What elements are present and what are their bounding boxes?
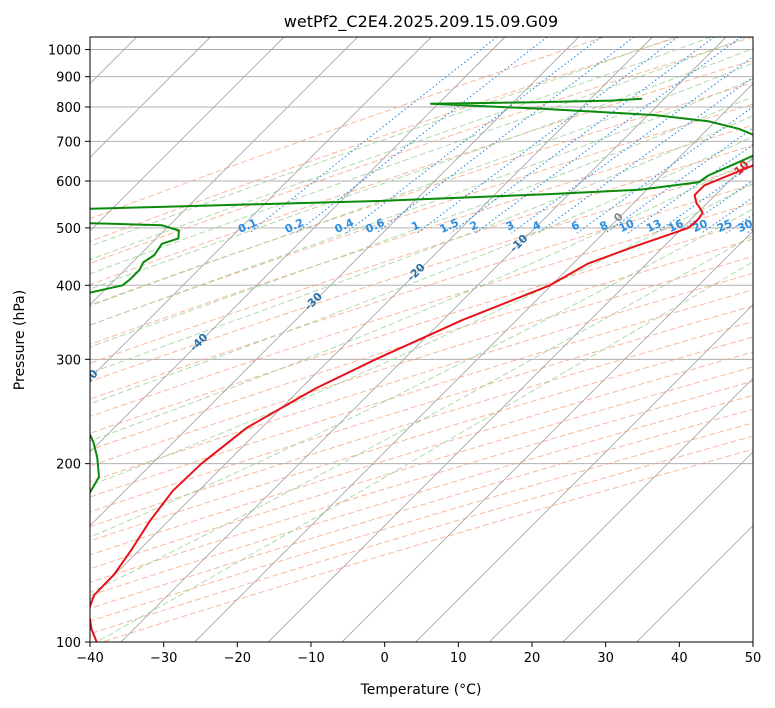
x-tick-label: −30 xyxy=(150,651,177,666)
dry-adiabat xyxy=(90,37,753,264)
y-tick-label: 900 xyxy=(56,71,81,86)
mixing-ratio-lines xyxy=(248,37,753,234)
dry-adiabat xyxy=(90,238,753,451)
mixing-ratio-label: 30 xyxy=(735,217,755,235)
dry-adiabat xyxy=(90,183,753,400)
y-tick-label: 700 xyxy=(56,135,81,150)
isotherm-line xyxy=(562,451,753,642)
x-tick-label: 40 xyxy=(671,651,688,666)
isotherm-line xyxy=(120,37,727,642)
y-tick-label: 500 xyxy=(56,222,81,237)
dry-adiabat xyxy=(90,37,604,220)
mixing-ratio-line xyxy=(376,37,635,234)
isotherm-line xyxy=(90,37,358,306)
dry-adiabat xyxy=(90,164,753,382)
x-tick-label: 30 xyxy=(597,651,614,666)
moist-adiabat xyxy=(90,78,753,326)
dry-adiabat xyxy=(90,321,753,528)
y-tick-label: 100 xyxy=(56,636,81,651)
mixing-ratio-line xyxy=(537,76,753,234)
y-tick-label: 1000 xyxy=(48,44,81,59)
moist-adiabat xyxy=(90,136,753,405)
chart-title: wetPf2_C2E4.2025.209.15.09.G09 xyxy=(284,12,558,32)
dry-adiabat xyxy=(90,336,753,542)
isotherm-line xyxy=(90,37,211,158)
y-axis: 100 200 300 400 500 600 700 800 900 1000 xyxy=(48,44,90,651)
plot-area: 0.10.20.40.611.52346810131620253036-100-… xyxy=(77,37,755,642)
moist-adiabat xyxy=(90,208,753,538)
y-axis-label: Pressure (hPa) xyxy=(12,290,28,390)
moist-adiabat xyxy=(90,234,753,593)
x-tick-label: 0 xyxy=(381,651,389,666)
x-tick-label: −10 xyxy=(297,651,324,666)
moist-adiabat xyxy=(96,261,753,642)
dry-adiabats xyxy=(90,37,753,642)
isotherm-label: -50 xyxy=(77,367,100,390)
isotherms xyxy=(90,37,753,642)
isotherm-line xyxy=(90,37,653,600)
moist-adiabat xyxy=(90,158,753,442)
x-tick-label: 10 xyxy=(450,651,467,666)
dry-adiabat xyxy=(90,366,753,570)
dry-adiabat xyxy=(90,272,753,483)
x-tick-label: −40 xyxy=(76,651,103,666)
x-axis-label: Temperature (°C) xyxy=(360,682,482,698)
plot-frame xyxy=(89,36,754,643)
moist-adiabat xyxy=(90,37,748,275)
y-tick-label: 200 xyxy=(56,458,81,473)
mixing-ratio-line xyxy=(416,37,679,234)
y-tick-label: 300 xyxy=(56,353,81,368)
mixing-ratio-line xyxy=(450,37,715,234)
mixing-ratio-line xyxy=(654,163,753,234)
dry-adiabat xyxy=(90,81,753,306)
y-tick-label: 400 xyxy=(56,279,81,294)
isotherm-line xyxy=(90,37,579,527)
mixing-ratio-line xyxy=(248,37,498,234)
mixing-ratio-label: 10 xyxy=(617,217,637,235)
dewpoint-profile xyxy=(90,97,753,495)
isotherm-line xyxy=(90,37,432,379)
dry-adiabat xyxy=(90,380,753,583)
x-tick-label: −20 xyxy=(224,651,251,666)
isotherm-line xyxy=(341,230,753,642)
y-tick-label: 600 xyxy=(56,175,81,190)
moist-adiabat xyxy=(90,62,753,307)
mixing-ratio-line xyxy=(345,37,602,234)
isotherm-line xyxy=(194,83,753,642)
isotherm-line xyxy=(489,377,753,642)
x-tick-label: 50 xyxy=(745,651,762,666)
x-axis: −40 −30 −20 −10 0 10 20 30 40 50 xyxy=(76,642,761,666)
isotherm-line xyxy=(90,37,285,232)
x-tick-label: 20 xyxy=(524,651,541,666)
dry-adiabat xyxy=(90,37,679,242)
dry-adiabat xyxy=(90,289,753,498)
moist-adiabat xyxy=(90,115,753,374)
isotherm-line xyxy=(90,37,506,453)
isotherm-line xyxy=(268,156,753,642)
mixing-ratio-label: 13 xyxy=(644,217,663,235)
mixing-ratio-label: 25 xyxy=(715,217,734,235)
sounding-series xyxy=(90,97,753,642)
isotherm-line xyxy=(636,525,753,642)
y-tick-label: 800 xyxy=(56,101,81,116)
dry-adiabat xyxy=(90,103,753,326)
temperature-profile xyxy=(90,164,753,642)
moist-adiabat xyxy=(90,96,753,348)
mixing-ratio-line xyxy=(576,106,753,234)
dry-adiabat xyxy=(90,220,753,434)
mixing-ratio-line xyxy=(511,56,753,234)
dry-adiabat xyxy=(90,124,753,345)
mixing-ratio-line xyxy=(475,37,742,234)
isotherm-line xyxy=(415,304,753,642)
